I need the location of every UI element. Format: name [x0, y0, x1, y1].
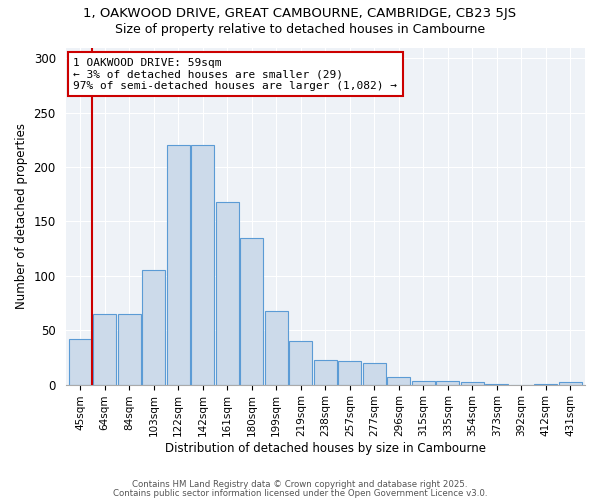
- Bar: [461, 382, 484, 384]
- X-axis label: Distribution of detached houses by size in Cambourne: Distribution of detached houses by size …: [165, 442, 486, 455]
- Bar: [191, 146, 214, 384]
- Bar: [338, 360, 361, 384]
- Bar: [167, 146, 190, 384]
- Bar: [93, 314, 116, 384]
- Text: Contains HM Land Registry data © Crown copyright and database right 2025.: Contains HM Land Registry data © Crown c…: [132, 480, 468, 489]
- Bar: [412, 382, 435, 384]
- Bar: [142, 270, 166, 384]
- Bar: [240, 238, 263, 384]
- Bar: [118, 314, 141, 384]
- Bar: [559, 382, 582, 384]
- Bar: [289, 341, 313, 384]
- Text: 1, OAKWOOD DRIVE, GREAT CAMBOURNE, CAMBRIDGE, CB23 5JS: 1, OAKWOOD DRIVE, GREAT CAMBOURNE, CAMBR…: [83, 8, 517, 20]
- Text: Contains public sector information licensed under the Open Government Licence v3: Contains public sector information licen…: [113, 488, 487, 498]
- Bar: [265, 310, 288, 384]
- Bar: [436, 382, 460, 384]
- Text: 1 OAKWOOD DRIVE: 59sqm
← 3% of detached houses are smaller (29)
97% of semi-deta: 1 OAKWOOD DRIVE: 59sqm ← 3% of detached …: [73, 58, 397, 91]
- Bar: [362, 363, 386, 384]
- Text: Size of property relative to detached houses in Cambourne: Size of property relative to detached ho…: [115, 22, 485, 36]
- Y-axis label: Number of detached properties: Number of detached properties: [15, 123, 28, 309]
- Bar: [314, 360, 337, 384]
- Bar: [387, 377, 410, 384]
- Bar: [68, 339, 92, 384]
- Bar: [215, 202, 239, 384]
